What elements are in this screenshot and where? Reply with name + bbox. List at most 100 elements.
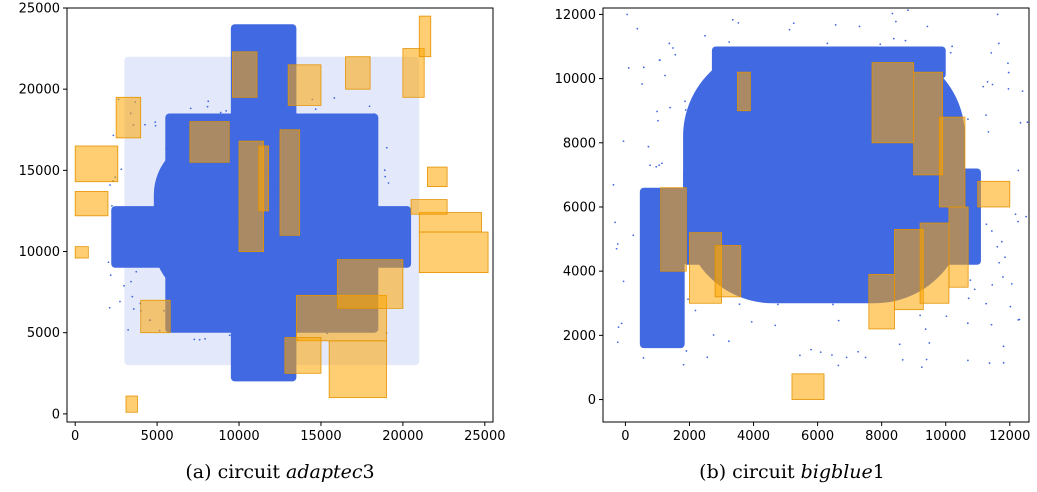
cell-speck — [119, 300, 121, 303]
cell-speck — [799, 354, 801, 357]
cell-speck — [266, 125, 269, 128]
cell-speck — [626, 13, 628, 16]
cell-speck — [788, 28, 791, 31]
cell-speck — [616, 341, 619, 344]
cell-speck — [225, 286, 227, 289]
cell-speck — [898, 343, 901, 346]
cell-speck — [622, 280, 625, 283]
cell-speck — [366, 158, 369, 161]
cell-speck — [274, 317, 277, 320]
cell-speck — [159, 201, 162, 204]
cell-speck — [857, 350, 860, 353]
cell-speck — [162, 170, 165, 172]
cell-speck — [996, 13, 999, 16]
cell-speck — [664, 74, 666, 77]
cell-speck — [897, 47, 900, 50]
cell-speck — [656, 110, 658, 113]
cell-speck — [307, 253, 309, 256]
cell-speck — [644, 259, 646, 262]
cell-speck — [293, 265, 296, 268]
macro-block — [894, 229, 924, 311]
macro-block — [977, 180, 1011, 208]
y-tick-label: 8000 — [563, 136, 596, 151]
cell-speck — [343, 139, 346, 142]
cell-speck — [187, 271, 190, 274]
cell-speck — [216, 235, 219, 237]
cell-speck — [293, 116, 296, 119]
cell-speck — [214, 242, 217, 245]
axes-frame-bigblue1 — [602, 7, 1030, 423]
x-tick-label: 25000 — [464, 429, 505, 444]
cell-speck — [756, 217, 759, 219]
ticks-adaptec3: 0 5000 10000 15000 20000 25000 0 5000 10000 15000… — [19, 2, 506, 445]
cell-speck — [306, 278, 309, 280]
cell-speck — [832, 303, 834, 306]
cell-speck — [232, 326, 235, 329]
cell-speck — [207, 248, 210, 251]
cell-speck — [852, 206, 855, 209]
cell-speck — [734, 78, 737, 81]
cell-speck — [336, 172, 339, 175]
cell-speck — [304, 173, 307, 176]
cell-speck — [209, 223, 212, 226]
cell-speck — [990, 51, 993, 54]
cell-speck — [990, 323, 993, 326]
cell-speck — [704, 34, 706, 37]
cell-speck — [658, 59, 661, 62]
cell-cloud-bigblue1 — [612, 9, 1029, 369]
cell-speck — [776, 303, 779, 306]
macro-block — [74, 145, 119, 183]
cell-speck — [183, 306, 185, 309]
cell-speck — [253, 138, 256, 141]
cell-speck — [838, 148, 841, 151]
cell-speck — [167, 222, 170, 225]
cell-speck — [333, 253, 336, 256]
cell-speck — [222, 235, 225, 237]
cell-speck — [123, 260, 125, 263]
cell-speck — [177, 307, 180, 310]
cell-speck — [1017, 220, 1020, 223]
cell-speck — [315, 250, 318, 253]
cell-speck — [668, 42, 671, 45]
cell-speck — [968, 211, 971, 213]
cell-speck — [350, 219, 353, 222]
cell-speck — [381, 221, 384, 224]
cell-speck — [189, 107, 192, 110]
cell-speck — [865, 295, 868, 297]
cell-speck — [682, 363, 685, 366]
cell-speck — [187, 139, 190, 142]
cell-speck — [747, 246, 749, 248]
cell-speck — [863, 205, 866, 208]
cell-speck — [312, 137, 315, 139]
y-tick-label: 0 — [588, 393, 596, 408]
cell-speck — [674, 53, 677, 56]
cell-speck — [175, 255, 178, 258]
macro-block — [913, 71, 943, 176]
cell-speck — [255, 111, 257, 114]
cell-speck — [687, 298, 689, 301]
cell-speck — [641, 83, 643, 85]
cell-speck — [804, 81, 807, 83]
cell-speck — [206, 105, 209, 108]
cell-speck — [727, 340, 730, 343]
x-tick-label: 2000 — [673, 429, 706, 444]
cell-speck — [336, 222, 339, 224]
y-tick-label: 2000 — [563, 329, 596, 344]
cell-speck — [617, 326, 620, 329]
cell-speck — [314, 211, 316, 214]
cell-speck — [1007, 62, 1009, 65]
cell-speck — [317, 257, 320, 260]
cell-speck — [383, 169, 386, 172]
cell-speck — [985, 302, 988, 305]
cell-speck — [705, 201, 708, 203]
cell-speck — [916, 224, 919, 227]
cell-speck — [891, 12, 894, 15]
cell-speck — [669, 106, 672, 109]
macro-block — [871, 62, 915, 144]
cell-speck — [154, 124, 157, 127]
cell-speck — [196, 311, 199, 314]
cell-speck — [636, 27, 639, 30]
cell-speck — [286, 100, 288, 103]
cell-speck — [763, 236, 766, 239]
